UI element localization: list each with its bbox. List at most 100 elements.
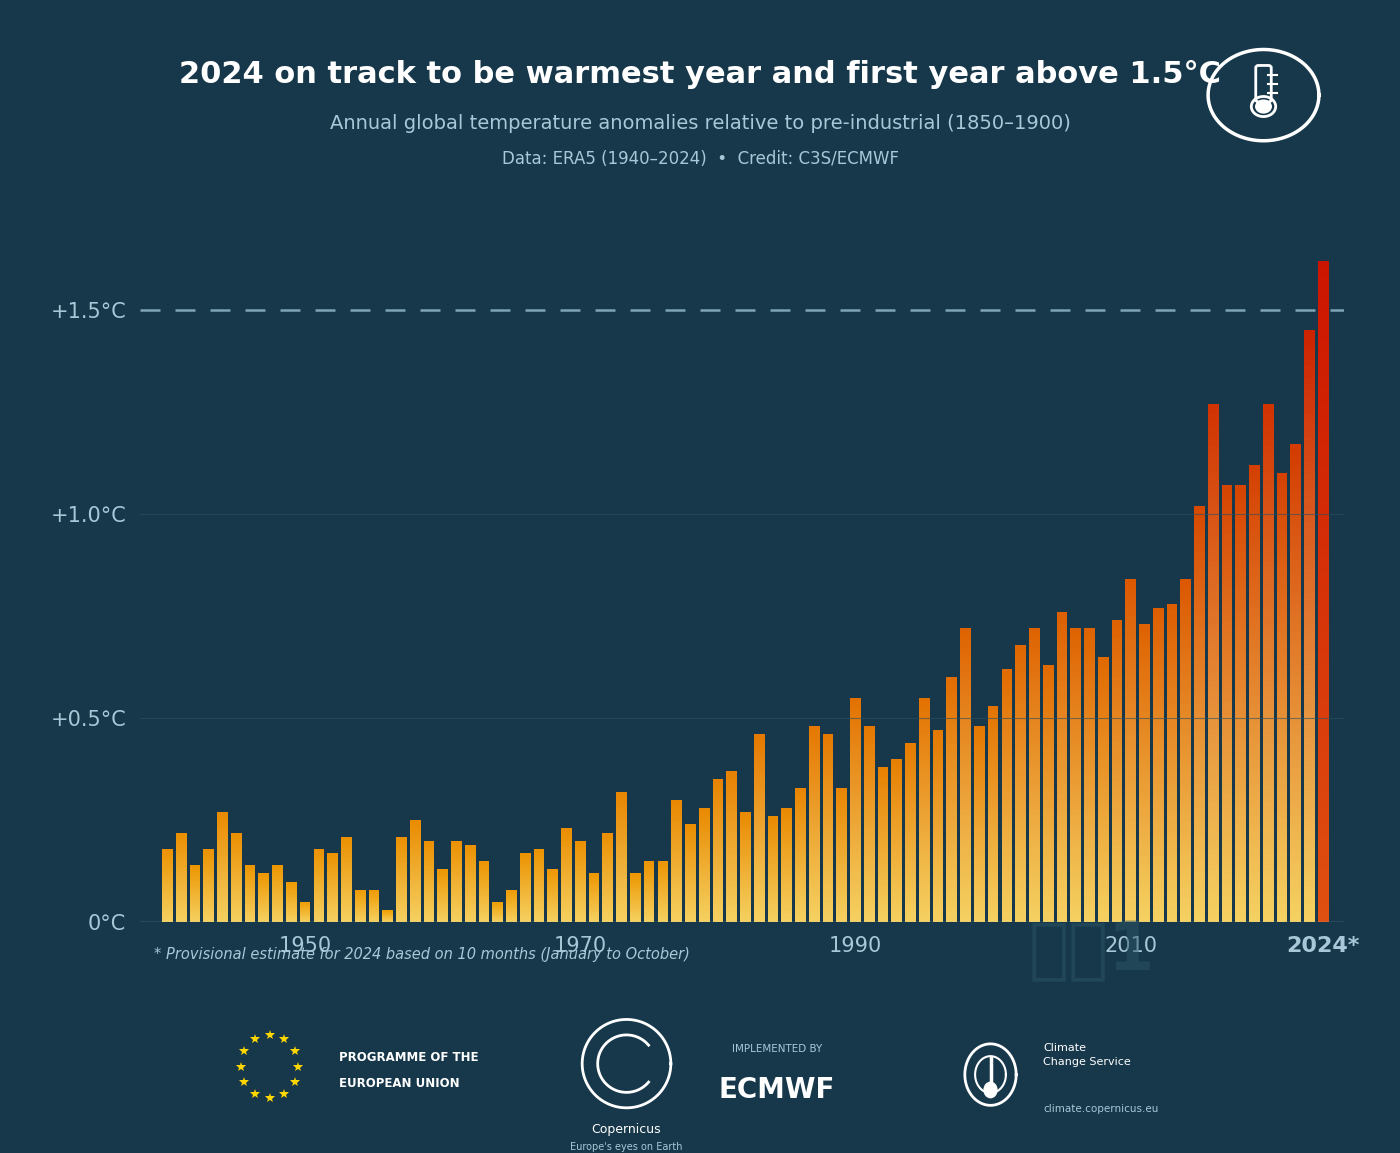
Bar (1029, 691, 1040, 694)
Bar (1180, 850, 1191, 853)
Bar (809, 817, 819, 820)
Bar (671, 903, 682, 904)
Bar (809, 815, 819, 817)
Bar (892, 860, 902, 861)
Bar (906, 866, 916, 868)
Bar (1249, 594, 1260, 598)
Bar (932, 889, 944, 891)
Bar (1263, 749, 1274, 755)
Bar (671, 807, 682, 808)
Bar (1317, 464, 1329, 467)
Bar (1263, 797, 1274, 801)
Bar (960, 661, 972, 664)
Bar (1277, 500, 1288, 505)
Text: Copernicus: Copernicus (592, 1123, 661, 1137)
Bar (988, 771, 998, 774)
Bar (1166, 726, 1177, 730)
Bar (1071, 628, 1081, 631)
Bar (1249, 673, 1260, 678)
Bar (932, 857, 944, 858)
Bar (1180, 613, 1191, 617)
Bar (1235, 534, 1246, 538)
Bar (713, 783, 724, 784)
Bar (699, 891, 710, 892)
Bar (864, 746, 875, 748)
Bar (1084, 911, 1095, 913)
Bar (932, 800, 944, 802)
Bar (892, 830, 902, 831)
Bar (1001, 881, 1012, 884)
Bar (823, 852, 833, 854)
Bar (1317, 806, 1329, 809)
Bar (1235, 896, 1246, 900)
Bar (671, 874, 682, 875)
Bar (1194, 514, 1205, 519)
Bar (1222, 816, 1232, 821)
Bar (946, 892, 958, 895)
Bar (1222, 596, 1232, 600)
Bar (1317, 919, 1329, 922)
Bar (892, 792, 902, 793)
Bar (1194, 506, 1205, 510)
Bar (1222, 799, 1232, 804)
Bar (946, 918, 958, 920)
Bar (906, 745, 916, 746)
Bar (946, 808, 958, 811)
Bar (988, 725, 998, 728)
Bar (823, 884, 833, 887)
Bar (781, 880, 792, 881)
Bar (1015, 850, 1026, 852)
Bar (1084, 649, 1095, 653)
Bar (1194, 821, 1205, 826)
Bar (1235, 724, 1246, 729)
Bar (988, 730, 998, 732)
Bar (850, 827, 861, 829)
Bar (1126, 850, 1135, 853)
Bar (1140, 631, 1149, 633)
Bar (1317, 603, 1329, 606)
Bar (1043, 777, 1054, 779)
Bar (1043, 914, 1054, 917)
Bar (1057, 738, 1067, 740)
Bar (1152, 611, 1163, 615)
Bar (753, 749, 764, 752)
Bar (823, 894, 833, 896)
Bar (671, 879, 682, 880)
Bar (946, 851, 958, 853)
Bar (892, 899, 902, 900)
Bar (1317, 763, 1329, 766)
Bar (836, 868, 847, 869)
Bar (713, 873, 724, 875)
Bar (906, 891, 916, 894)
Bar (781, 896, 792, 897)
Bar (1029, 664, 1040, 666)
Bar (918, 768, 930, 770)
Bar (1291, 845, 1301, 850)
Bar (864, 845, 875, 847)
Bar (1208, 718, 1218, 723)
Bar (671, 875, 682, 876)
Bar (809, 738, 819, 740)
Bar (946, 709, 958, 711)
Bar (1126, 589, 1135, 593)
Bar (713, 849, 724, 850)
Bar (699, 874, 710, 875)
Bar (1126, 919, 1135, 922)
Bar (1112, 856, 1123, 858)
Bar (892, 880, 902, 881)
Bar (932, 891, 944, 894)
Bar (892, 778, 902, 781)
Bar (836, 852, 847, 853)
Bar (1001, 838, 1012, 841)
Bar (713, 794, 724, 796)
Bar (809, 857, 819, 859)
Bar (1317, 570, 1329, 573)
Bar (1071, 681, 1081, 685)
Bar (1291, 468, 1301, 474)
Bar (850, 836, 861, 838)
Bar (1112, 889, 1123, 892)
Bar (616, 839, 627, 841)
Bar (1015, 911, 1026, 914)
Bar (1317, 557, 1329, 560)
Bar (809, 770, 819, 771)
